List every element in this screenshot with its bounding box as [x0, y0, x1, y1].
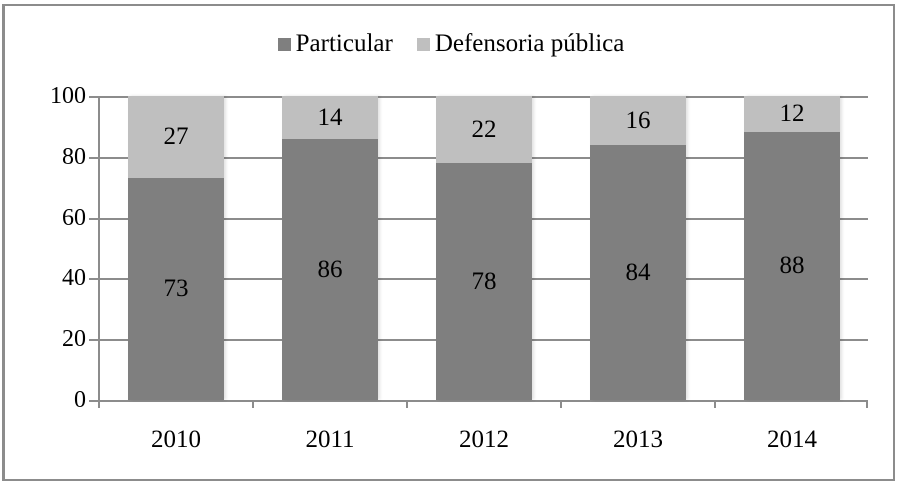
- segment-defensoria: 16: [590, 96, 686, 145]
- plot-area: 27 73 14 86 22 78 16 84 12 8: [89, 96, 868, 408]
- data-label: 73: [163, 275, 189, 302]
- xtick-mark: [714, 400, 716, 408]
- ytick-label: 60: [62, 205, 86, 231]
- xtick-label-2011: 2011: [305, 426, 355, 453]
- data-label: 16: [625, 106, 651, 134]
- xtick-mark: [866, 400, 868, 408]
- ytick-label: 40: [62, 265, 86, 291]
- ytick-mark: [89, 339, 98, 341]
- legend-label: Defensoria pública: [434, 30, 625, 57]
- data-label: 78: [471, 267, 497, 295]
- legend-item-particular: Particular: [277, 30, 393, 58]
- ytick-label: 80: [62, 144, 86, 170]
- data-label: 12: [779, 100, 805, 127]
- bar-2013: 16 84: [590, 96, 686, 400]
- segment-defensoria: 27: [128, 96, 224, 178]
- chart-legend: Particular Defensoria pública: [0, 26, 902, 62]
- ytick-label: 20: [62, 326, 86, 352]
- segment-defensoria: 22: [436, 96, 532, 163]
- bar-2014: 12 88: [744, 96, 840, 400]
- xtick-label-2013: 2013: [613, 426, 663, 453]
- xtick-label-2010: 2010: [151, 426, 201, 453]
- data-label: 86: [317, 255, 343, 283]
- ytick-label: 100: [50, 83, 86, 109]
- segment-defensoria: 12: [744, 96, 840, 132]
- legend-swatch-particular-icon: [277, 37, 291, 51]
- bar-2011: 14 86: [282, 96, 378, 400]
- ytick-mark: [89, 278, 98, 280]
- ytick-mark: [89, 96, 98, 98]
- data-label: 14: [317, 103, 343, 131]
- legend-label: Particular: [295, 30, 393, 57]
- ytick-label: 0: [74, 387, 86, 413]
- segment-particular: 88: [744, 132, 840, 400]
- xtick-label-2014: 2014: [767, 426, 817, 453]
- segment-particular: 84: [590, 145, 686, 400]
- segment-particular: 73: [128, 178, 224, 400]
- xtick-mark: [406, 400, 408, 408]
- y-axis-line: [98, 96, 100, 402]
- data-label: 22: [471, 115, 497, 143]
- ytick-mark: [89, 218, 98, 220]
- legend-item-defensoria: Defensoria pública: [416, 30, 625, 58]
- segment-particular: 86: [282, 139, 378, 400]
- xtick-mark: [560, 400, 562, 408]
- data-label: 88: [779, 252, 805, 279]
- ytick-mark: [89, 400, 98, 402]
- bar-2012: 22 78: [436, 96, 532, 400]
- x-axis-line: [98, 400, 868, 402]
- bar-2010: 27 73: [128, 96, 224, 400]
- legend-swatch-defensoria-icon: [416, 37, 430, 51]
- ytick-mark: [89, 157, 98, 159]
- data-label: 27: [163, 123, 189, 150]
- xtick-mark: [98, 400, 100, 408]
- segment-particular: 78: [436, 163, 532, 400]
- xtick-label-2012: 2012: [459, 426, 509, 453]
- segment-defensoria: 14: [282, 96, 378, 139]
- data-label: 84: [625, 258, 651, 286]
- xtick-mark: [252, 400, 254, 408]
